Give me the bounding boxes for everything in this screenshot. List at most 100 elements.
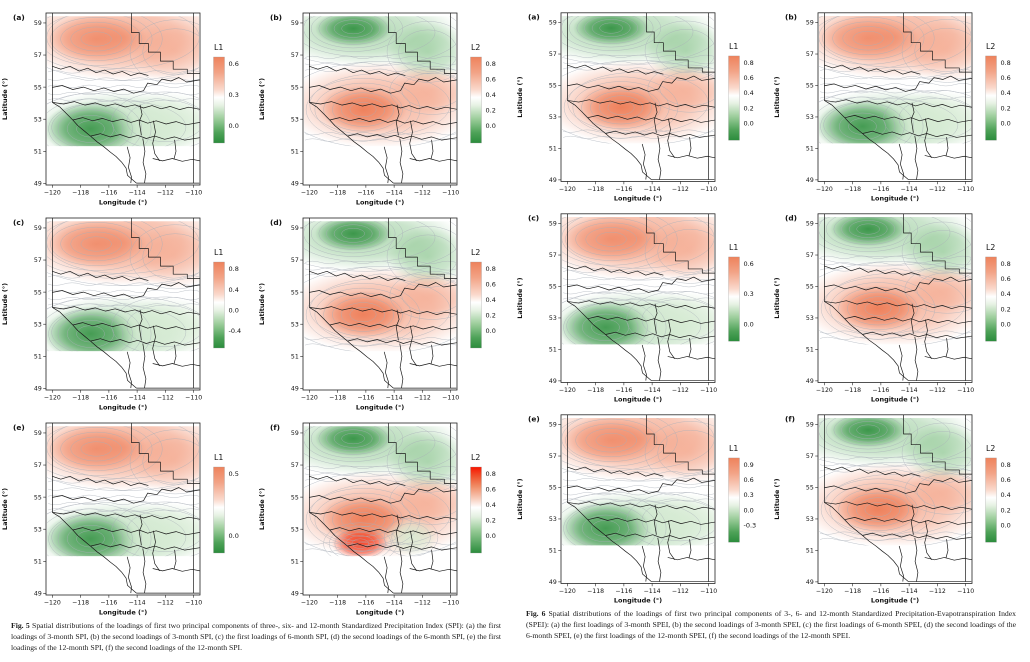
y-tick-label: 53 — [806, 114, 814, 121]
y-tick-label: 53 — [34, 321, 42, 328]
x-tick-label: −112 — [929, 588, 946, 595]
x-tick-label: −118 — [844, 588, 861, 595]
figure-6: −120 −118 −116 −114 −112 −110 49 51 53 55 57 59 Long… — [515, 0, 1030, 654]
x-tick-label: −116 — [872, 186, 889, 193]
contour-lines — [47, 16, 199, 147]
x-tick-label: −110 — [442, 600, 459, 607]
fig6-panel-b: −120 −118 −116 −114 −112 −110 49 51 53 55 57 59 Long… — [772, 3, 1029, 204]
plot-frame — [302, 422, 458, 596]
map-panel-00: −120 −118 −116 −114 −112 −110 49 51 53 55 57 59 Long… — [1, 12, 239, 207]
map-panel-02: −120 −118 −116 −114 −112 −110 49 51 53 55 57 59 Long… — [1, 217, 241, 412]
colorbar-title: L1 — [729, 42, 738, 51]
x-axis-title: Longitude (°) — [614, 597, 662, 605]
x-tick-label: −116 — [100, 395, 117, 402]
figure-6-caption-text: Spatial distributions of the loadings of… — [526, 609, 1017, 640]
colorbar — [728, 256, 740, 342]
loading-field — [47, 426, 199, 557]
y-axis-title: Latitude (°) — [258, 283, 266, 325]
x-tick-label: −120 — [44, 190, 61, 197]
loading-field — [304, 16, 456, 147]
map-panel-11: −120 −118 −116 −114 −112 −110 49 51 53 55 57 59 Long… — [773, 12, 1011, 203]
y-tick-label: 49 — [34, 386, 42, 393]
x-tick-label: −118 — [329, 600, 346, 607]
fig5-panel-f: −120 −118 −116 −114 −112 −110 49 51 53 55 57 59 Long… — [257, 413, 514, 618]
x-tick-label: −120 — [44, 600, 61, 607]
colorbar-tick-label: 0.6 — [486, 281, 496, 289]
x-tick-label: −118 — [72, 190, 89, 197]
colorbar-tick-label: 0.0 — [1001, 321, 1011, 329]
x-axis-title: Longitude (°) — [356, 404, 404, 412]
figure-5-caption: Fig. 5 Spatial distributions of the load… — [0, 621, 515, 654]
colorbar-tick-label: 0.0 — [229, 122, 239, 130]
y-tick-label: 53 — [549, 114, 557, 121]
colorbar-tick-label: 0.8 — [486, 265, 496, 273]
x-tick-label: −116 — [615, 588, 632, 595]
y-tick-label: 59 — [291, 20, 299, 27]
colorbar-title: L2 — [986, 42, 995, 51]
y-tick-label: 55 — [34, 84, 42, 91]
colorbar-tick-label: 0.4 — [486, 296, 496, 304]
x-tick-label: −112 — [157, 395, 174, 402]
colorbar-tick-label: 0.6 — [1001, 275, 1011, 283]
x-tick-label: −114 — [386, 395, 403, 402]
colorbar-tick-label: 0.3 — [744, 290, 754, 298]
y-tick-label: 57 — [549, 252, 557, 259]
x-axis-title: Longitude (°) — [356, 199, 404, 207]
x-tick-label: −116 — [357, 395, 374, 402]
region-boundaries — [309, 13, 457, 184]
colorbar-tick-label: 0.9 — [744, 461, 754, 469]
colorbar-tick-label: 0.4 — [744, 89, 754, 97]
colorbar-tick-label: 0.8 — [486, 60, 496, 68]
plot-frame — [45, 217, 201, 391]
y-tick-label: 59 — [806, 221, 814, 228]
panel-label: (e) — [13, 423, 25, 432]
y-tick-label: 57 — [806, 252, 814, 259]
colorbar-title: L1 — [729, 243, 738, 252]
x-tick-label: −116 — [872, 387, 889, 394]
fig6-panel-e: −120 −118 −116 −114 −112 −110 49 51 53 55 57 59 Long… — [515, 405, 772, 606]
y-tick-label: 55 — [34, 494, 42, 501]
x-tick-label: −114 — [901, 588, 918, 595]
region-boundaries — [567, 414, 715, 582]
y-tick-label: 55 — [549, 284, 557, 291]
x-tick-label: −118 — [587, 387, 604, 394]
x-tick-label: −110 — [700, 387, 717, 394]
y-tick-label: 53 — [291, 116, 299, 123]
y-tick-label: 57 — [549, 453, 557, 460]
panel-label: (a) — [13, 13, 25, 22]
colorbar-tick-label: 0.2 — [486, 312, 496, 320]
y-tick-label: 49 — [291, 181, 299, 188]
x-tick-label: −120 — [559, 186, 576, 193]
colorbar-tick-label: 0.6 — [744, 74, 754, 82]
colorbar — [728, 457, 740, 543]
colorbar-tick-label: 0.2 — [486, 517, 496, 525]
y-tick-label: 57 — [806, 51, 814, 58]
x-axis-title: Longitude (°) — [871, 396, 919, 404]
region-boundaries — [824, 213, 972, 381]
colorbar-tick-label: 0.2 — [486, 107, 496, 115]
y-tick-label: 57 — [34, 52, 42, 59]
x-axis-title: Longitude (°) — [614, 396, 662, 404]
colorbar-tick-label: 0.6 — [1001, 476, 1011, 484]
fig6-panel-f: −120 −118 −116 −114 −112 −110 49 51 53 55 57 59 Long… — [772, 405, 1029, 606]
y-tick-label: 59 — [291, 225, 299, 232]
x-tick-label: −112 — [157, 190, 174, 197]
y-tick-label: 57 — [291, 52, 299, 59]
colorbar-tick-label: 0.2 — [744, 104, 754, 112]
colorbar-title: L1 — [214, 453, 223, 462]
colorbar-tick-label: 0.6 — [486, 486, 496, 494]
colorbar-tick-label: 0.3 — [744, 491, 754, 499]
colorbar — [985, 55, 997, 141]
map-panel-14: −120 −118 −116 −114 −112 −110 49 51 53 55 57 59 Long… — [516, 414, 756, 605]
colorbar-tick-label: 0.0 — [1001, 522, 1011, 530]
y-axis-title: Latitude (°) — [258, 78, 266, 120]
colorbar-tick-label: 0.6 — [744, 260, 754, 268]
figure-6-panel-grid: −120 −118 −116 −114 −112 −110 49 51 53 55 57 59 Long… — [515, 0, 1030, 606]
y-axis-title: Latitude (°) — [773, 76, 781, 117]
y-tick-label: 55 — [806, 83, 814, 90]
x-tick-label: −120 — [816, 387, 833, 394]
x-tick-label: −116 — [100, 190, 117, 197]
figure-5-caption-text: Spatial distributions of the loadings of… — [11, 621, 502, 652]
colorbar-tick-label: 0.4 — [1001, 491, 1011, 499]
